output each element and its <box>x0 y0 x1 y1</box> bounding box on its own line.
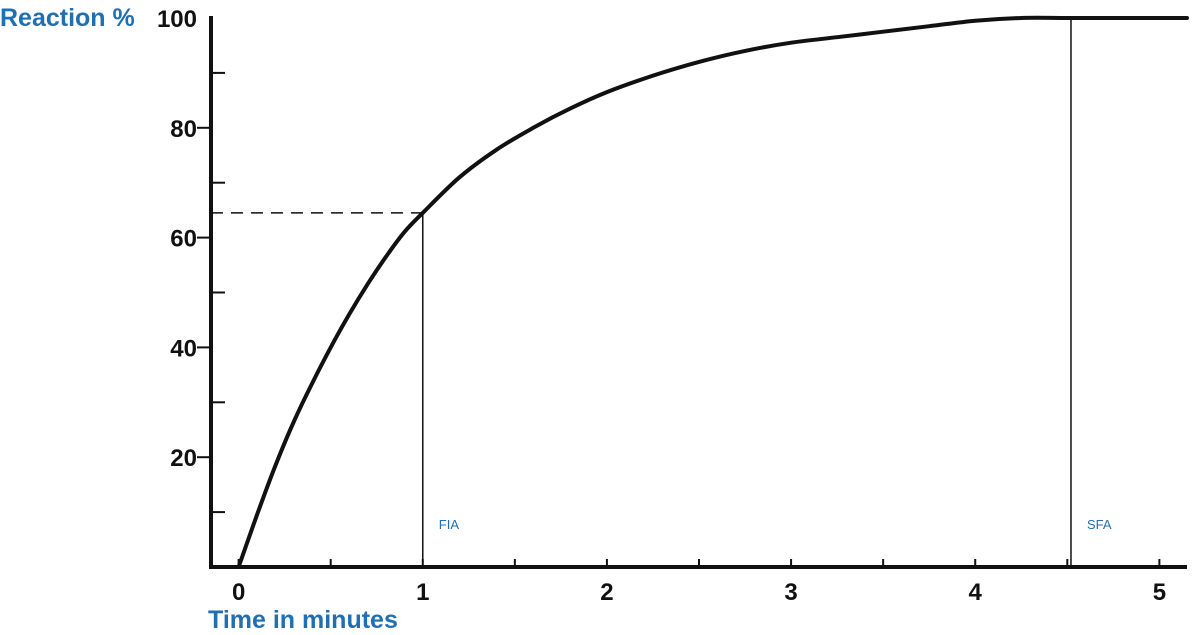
x-tick-label: 4 <box>969 579 983 606</box>
x-tick-label: 2 <box>600 579 613 606</box>
y-axis-title: Reaction % <box>0 4 135 32</box>
x-tick-label: 0 <box>232 579 245 606</box>
reference-lines: FIA SFA <box>211 18 1112 567</box>
series-group <box>236 15 1189 569</box>
x-tick-label: 3 <box>784 579 797 606</box>
y-tick-label: 100 <box>157 6 197 33</box>
x-axis-title: Time in minutes <box>208 606 398 634</box>
y-tick-label: 20 <box>170 445 197 472</box>
x-tick-label: 5 <box>1153 579 1166 606</box>
reference-label-sfa: SFA <box>1087 517 1112 532</box>
y-tick-label: 80 <box>170 116 197 143</box>
y-tick-label: 40 <box>170 335 197 362</box>
axes <box>209 16 1187 569</box>
series-line-0 <box>236 15 1189 569</box>
ticks: 20 40 60 80 100 0 1 2 3 4 5 <box>157 6 1166 606</box>
reference-label-fia: FIA <box>439 517 460 532</box>
y-tick-label: 60 <box>170 226 197 253</box>
x-tick-label: 1 <box>416 579 429 606</box>
